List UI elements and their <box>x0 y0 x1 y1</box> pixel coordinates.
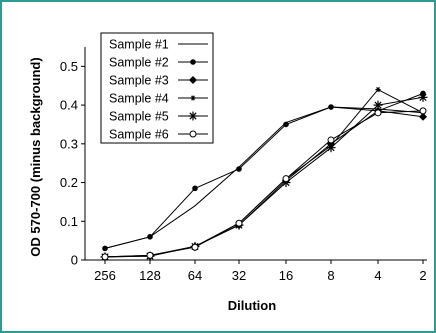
data-point <box>192 185 198 192</box>
y-axis-ticks: 0 0.1 0.2 0.3 0.4 0.5 <box>60 59 85 268</box>
y-tick-label: 0.3 <box>60 136 78 151</box>
x-tick-label: 8 <box>327 268 334 283</box>
x-tick-label: 16 <box>279 268 293 283</box>
data-point <box>191 243 199 251</box>
data-point <box>147 233 153 240</box>
legend-label: Sample #1 <box>109 38 169 52</box>
x-axis-title: Dilution <box>228 298 276 313</box>
legend-label: Sample #5 <box>109 110 169 124</box>
legend-label: Sample #6 <box>109 128 169 142</box>
legend-marker <box>189 130 197 138</box>
series-6 <box>101 107 427 261</box>
x-axis-ticks: 256 128 64 32 16 8 4 2 <box>94 260 427 283</box>
data-point <box>419 112 427 121</box>
data-point <box>146 251 154 259</box>
x-tick-label: 32 <box>232 268 246 283</box>
legend-marker <box>189 76 197 84</box>
x-tick-label: 64 <box>188 268 202 283</box>
legend-item: Sample #3 <box>109 74 208 88</box>
data-point <box>373 100 383 110</box>
series-line <box>104 106 424 249</box>
legend-item: Sample #6 <box>109 128 208 142</box>
data-point <box>101 253 109 261</box>
legend-label: Sample #4 <box>109 92 169 106</box>
data-point <box>375 87 381 93</box>
y-axis-title: OD 570-700 (minus background) <box>28 57 43 256</box>
data-point <box>418 92 428 102</box>
legend-marker <box>190 59 196 65</box>
legend-item: Sample #5 <box>109 110 208 124</box>
legend-item: Sample #2 <box>109 56 208 70</box>
data-point <box>327 136 335 144</box>
series-layer <box>100 87 428 262</box>
y-tick-label: 0.2 <box>60 175 78 190</box>
legend: Sample #1 Sample #2 Sample #3 Sample #4 Samp… <box>109 38 208 142</box>
x-tick-label: 128 <box>139 268 161 283</box>
legend-label: Sample #2 <box>109 56 169 70</box>
data-point <box>283 121 289 128</box>
y-tick-label: 0 <box>71 253 78 268</box>
data-point <box>326 143 336 153</box>
data-point <box>102 245 108 252</box>
data-point <box>419 107 427 115</box>
series-line <box>104 110 424 258</box>
line-chart: 0 0.1 0.2 0.3 0.4 0.5 256 128 64 32 16 8 4 2 Sample … <box>28 32 428 313</box>
x-tick-label: 2 <box>419 268 426 283</box>
legend-label: Sample #3 <box>109 74 169 88</box>
data-point <box>374 109 382 117</box>
y-tick-label: 0.4 <box>60 98 78 113</box>
legend-item: Sample #1 <box>109 38 208 52</box>
series-line <box>104 93 424 249</box>
data-point <box>282 175 290 183</box>
legend-item: Sample #4 <box>109 92 208 106</box>
legend-box <box>100 32 214 144</box>
y-tick-label: 0.1 <box>60 214 78 229</box>
legend-marker <box>190 95 196 101</box>
data-point <box>328 104 334 110</box>
data-point <box>236 166 242 172</box>
series-1 <box>104 106 424 249</box>
x-tick-label: 256 <box>94 268 116 283</box>
x-tick-label: 4 <box>374 268 381 283</box>
legend-marker <box>188 111 198 121</box>
y-tick-label: 0.5 <box>60 59 78 74</box>
data-point <box>235 219 243 227</box>
